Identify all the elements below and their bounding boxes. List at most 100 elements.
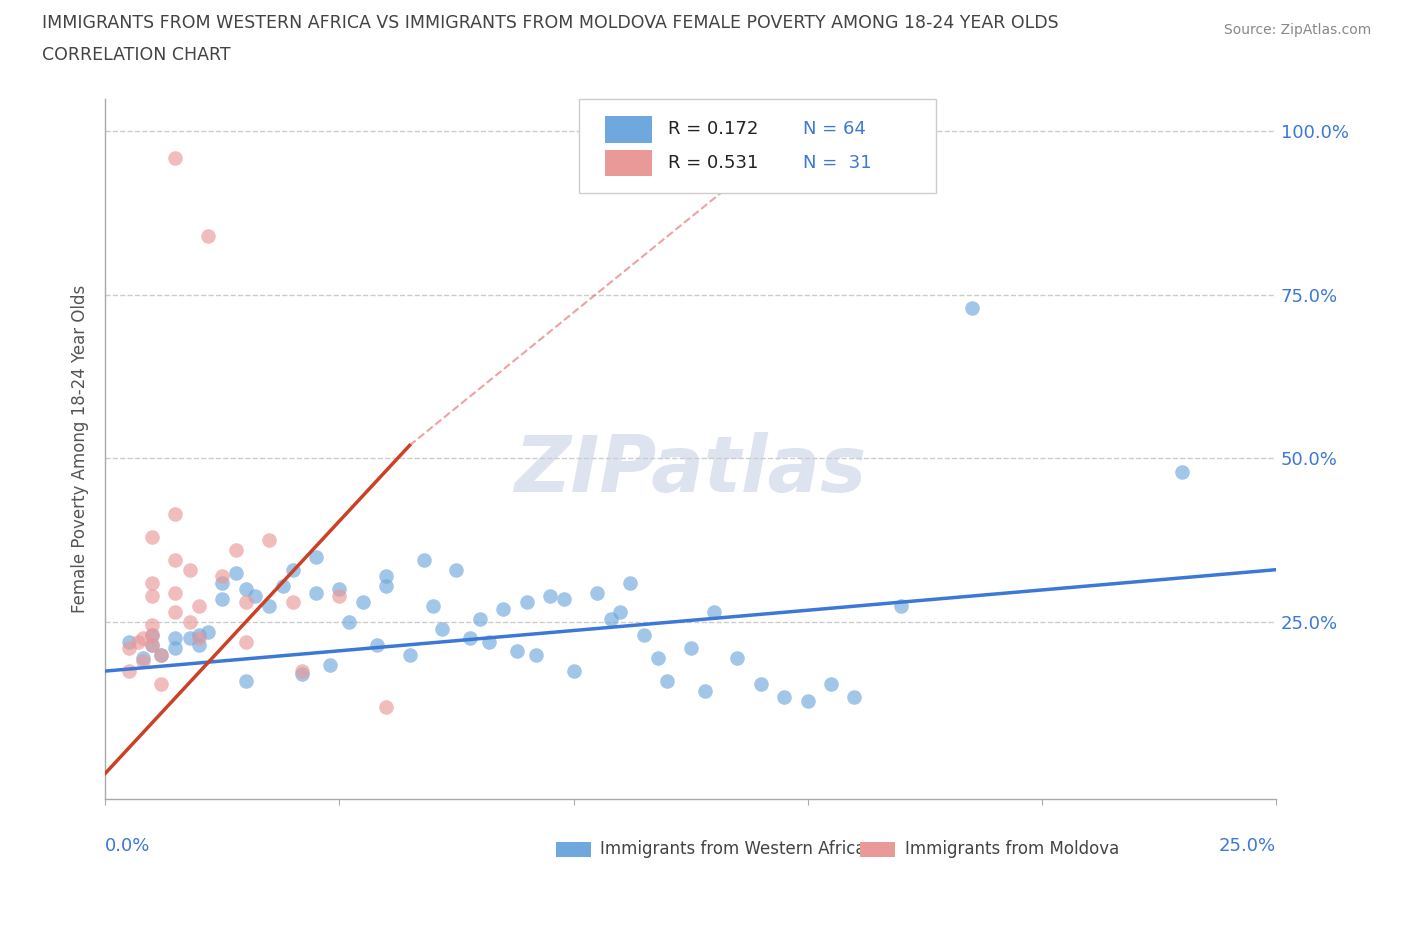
FancyBboxPatch shape [579, 99, 936, 193]
Point [375, 569, 398, 584]
Point [179, 615, 201, 630]
Point [165, 150, 187, 165]
Point [352, 595, 374, 610]
Point [141, 576, 163, 591]
Point [586, 585, 609, 600]
Point [211, 576, 233, 591]
Text: N = 64: N = 64 [803, 121, 866, 139]
Point [211, 591, 233, 606]
Point [150, 677, 173, 692]
Point [141, 637, 163, 652]
Point [319, 658, 342, 672]
Point [141, 637, 163, 652]
Point [165, 507, 187, 522]
Point [478, 634, 501, 649]
Point [150, 647, 173, 662]
Point [375, 699, 398, 714]
Point [647, 651, 669, 666]
Point [305, 585, 328, 600]
Point [693, 684, 716, 698]
Point [131, 651, 153, 666]
Point [337, 615, 360, 630]
Text: 0.0%: 0.0% [105, 837, 150, 856]
Point [211, 569, 233, 584]
Text: Source: ZipAtlas.com: Source: ZipAtlas.com [1223, 23, 1371, 37]
Point [141, 529, 163, 544]
Text: Immigrants from Moldova: Immigrants from Moldova [905, 840, 1119, 858]
Point [117, 641, 139, 656]
Point [257, 598, 280, 613]
Text: 25.0%: 25.0% [1219, 837, 1277, 856]
Point [197, 229, 219, 244]
Point [235, 673, 257, 688]
Point [225, 542, 247, 557]
FancyBboxPatch shape [605, 150, 652, 177]
Text: Immigrants from Western Africa: Immigrants from Western Africa [600, 840, 866, 858]
Point [187, 631, 209, 645]
FancyBboxPatch shape [555, 842, 591, 857]
Point [141, 628, 163, 643]
Point [432, 621, 454, 636]
Point [422, 598, 444, 613]
Point [165, 552, 187, 567]
Point [235, 582, 257, 597]
Point [553, 591, 575, 606]
Point [179, 563, 201, 578]
Point [141, 628, 163, 643]
Point [562, 664, 585, 679]
Point [271, 578, 294, 593]
Text: R = 0.172: R = 0.172 [668, 121, 759, 139]
Point [179, 631, 201, 645]
Point [187, 598, 209, 613]
Point [165, 585, 187, 600]
Point [600, 611, 623, 626]
Point [165, 631, 187, 645]
Point [141, 618, 163, 632]
Point [412, 552, 434, 567]
Point [1171, 464, 1194, 479]
Point [633, 628, 655, 643]
Point [960, 300, 983, 315]
Point [679, 641, 702, 656]
Point [291, 664, 314, 679]
Point [131, 631, 153, 645]
Text: IMMIGRANTS FROM WESTERN AFRICA VS IMMIGRANTS FROM MOLDOVA FEMALE POVERTY AMONG 1: IMMIGRANTS FROM WESTERN AFRICA VS IMMIGR… [42, 14, 1059, 32]
Point [468, 611, 491, 626]
Point [506, 644, 529, 658]
Text: ZIPatlas: ZIPatlas [515, 432, 866, 508]
Text: R = 0.531: R = 0.531 [668, 154, 759, 172]
Point [127, 634, 149, 649]
Y-axis label: Female Poverty Among 18-24 Year Olds: Female Poverty Among 18-24 Year Olds [72, 285, 89, 613]
Point [328, 589, 350, 604]
Point [820, 677, 842, 692]
Point [225, 565, 247, 580]
Point [117, 664, 139, 679]
Text: N =  31: N = 31 [803, 154, 872, 172]
Point [725, 651, 748, 666]
Point [366, 637, 388, 652]
Point [890, 598, 912, 613]
Point [235, 634, 257, 649]
Point [187, 628, 209, 643]
Point [197, 624, 219, 639]
FancyBboxPatch shape [605, 116, 652, 143]
Point [328, 582, 350, 597]
Point [749, 677, 772, 692]
Point [141, 589, 163, 604]
Point [281, 563, 304, 578]
Point [619, 576, 641, 591]
Point [257, 533, 280, 548]
Point [657, 673, 679, 688]
Point [291, 667, 314, 682]
Point [460, 631, 482, 645]
Point [773, 690, 796, 705]
Point [703, 604, 725, 619]
Point [131, 654, 153, 669]
Point [492, 602, 515, 617]
Point [150, 647, 173, 662]
Point [446, 563, 468, 578]
Point [375, 578, 398, 593]
Point [305, 550, 328, 565]
Point [398, 647, 420, 662]
Point [235, 595, 257, 610]
